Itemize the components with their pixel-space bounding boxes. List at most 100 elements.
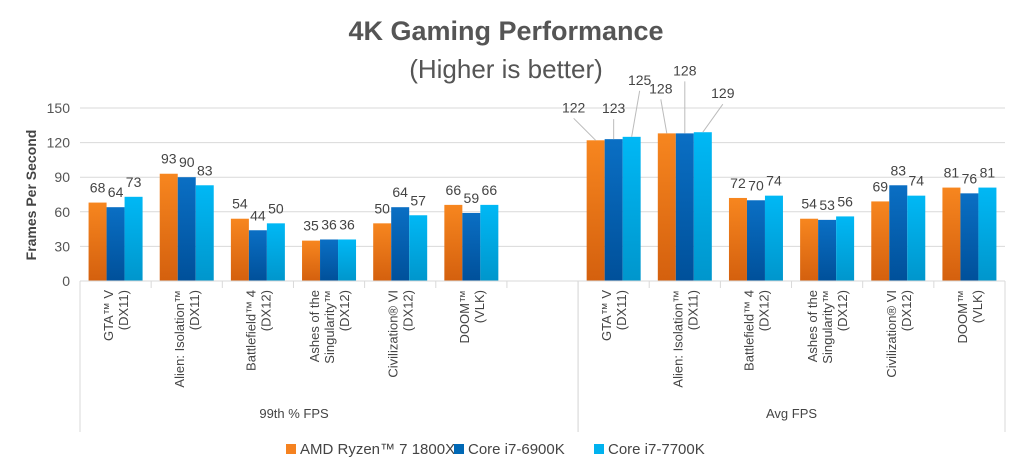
data-label: 50 xyxy=(268,200,284,216)
data-label: 53 xyxy=(819,197,835,213)
legend-label: Core i7-7700K xyxy=(608,441,705,458)
x-tick-label: (DX11) xyxy=(685,290,700,330)
x-tick-label: Alien: Isolation™ xyxy=(172,290,187,388)
bar xyxy=(391,207,410,281)
data-label: 35 xyxy=(303,218,319,234)
bar xyxy=(462,212,481,281)
bar xyxy=(907,195,926,281)
x-tick-label: Ashes of the xyxy=(805,290,820,362)
data-label: 36 xyxy=(339,216,355,232)
data-label: 123 xyxy=(602,100,626,116)
x-tick-label: (DX12) xyxy=(258,290,273,331)
bar xyxy=(693,132,712,281)
data-label: 36 xyxy=(321,216,337,232)
data-label: 128 xyxy=(673,62,697,78)
chart-subtitle: (Higher is better) xyxy=(409,54,603,84)
y-tick-label: 30 xyxy=(54,238,70,254)
bar xyxy=(942,187,961,281)
x-tick-label: Civilization® VI xyxy=(884,290,899,378)
x-tick-label: (DX12) xyxy=(337,290,352,331)
y-tick-label: 120 xyxy=(47,135,71,151)
x-tick-label: DOOM™ xyxy=(955,290,970,343)
x-tick-label: Battlefield™ 4 xyxy=(741,290,756,371)
group-label: Avg FPS xyxy=(766,406,817,421)
y-tick-label: 150 xyxy=(47,100,71,116)
data-label: 90 xyxy=(179,154,195,170)
leader-line xyxy=(573,117,597,141)
data-label: 54 xyxy=(232,196,248,212)
bar xyxy=(320,239,339,281)
bar xyxy=(622,136,641,281)
x-tick-label: Civilization® VI xyxy=(386,290,401,378)
x-tick-label: GTA™ V xyxy=(599,290,614,341)
bar xyxy=(960,193,979,281)
x-tick-label: (DX12) xyxy=(401,290,416,331)
leader-line xyxy=(702,103,724,133)
bar xyxy=(230,218,249,281)
bar xyxy=(177,177,196,281)
bar xyxy=(746,200,765,281)
y-tick-label: 0 xyxy=(62,273,70,289)
bar xyxy=(248,230,267,281)
data-label: 93 xyxy=(161,151,177,167)
bar xyxy=(106,207,125,281)
data-label: 74 xyxy=(766,173,782,189)
x-tick-label: Singularity™ xyxy=(322,290,337,364)
bar xyxy=(586,140,605,281)
bar xyxy=(159,173,178,281)
bar xyxy=(195,185,214,281)
bar xyxy=(836,216,855,281)
x-tick-label: GTA™ V xyxy=(101,290,116,341)
bar xyxy=(409,215,428,281)
bar xyxy=(978,187,997,281)
x-tick-label: DOOM™ xyxy=(457,290,472,343)
data-label: 128 xyxy=(649,80,673,96)
x-tick-label: Ashes of the xyxy=(307,290,322,362)
x-tick-label: Battlefield™ 4 xyxy=(243,290,258,371)
bar xyxy=(88,202,107,281)
data-label: 66 xyxy=(446,182,462,198)
bar xyxy=(657,133,676,281)
data-label: 81 xyxy=(980,165,996,181)
data-label: 64 xyxy=(392,184,408,200)
bar xyxy=(764,195,783,281)
data-label: 83 xyxy=(197,162,213,178)
data-label: 74 xyxy=(908,173,924,189)
x-tick-label: (DX12) xyxy=(835,290,850,331)
bar xyxy=(818,219,837,281)
chart-title: 4K Gaming Performance xyxy=(348,16,663,46)
group-label: 99th % FPS xyxy=(259,406,329,421)
data-label: 125 xyxy=(628,72,652,88)
bar xyxy=(889,185,908,281)
legend-label: AMD Ryzen™ 7 1800X xyxy=(300,441,455,458)
legend-label: Core i7-6900K xyxy=(468,441,565,458)
data-label: 129 xyxy=(711,85,735,101)
bar xyxy=(871,201,890,281)
x-tick-label: (DX12) xyxy=(899,290,914,331)
x-tick-label: (VLK) xyxy=(472,290,487,323)
bar xyxy=(266,223,285,281)
bar xyxy=(302,240,321,281)
data-label: 83 xyxy=(890,162,906,178)
data-label: 59 xyxy=(464,190,480,206)
data-label: 50 xyxy=(374,200,390,216)
data-label: 54 xyxy=(801,196,817,212)
x-tick-label: (DX11) xyxy=(116,290,131,330)
x-tick-label: (VLK) xyxy=(970,290,985,323)
data-label: 122 xyxy=(562,99,586,115)
bar xyxy=(480,204,499,281)
data-label: 76 xyxy=(962,170,978,186)
data-label: 56 xyxy=(837,193,853,209)
y-tick-label: 90 xyxy=(54,169,70,185)
bar xyxy=(728,197,747,281)
bar xyxy=(800,218,819,281)
data-label: 70 xyxy=(748,177,764,193)
x-tick-label: (DX12) xyxy=(756,290,771,331)
leader-line xyxy=(660,99,668,134)
data-label: 64 xyxy=(108,184,124,200)
bar xyxy=(338,239,357,281)
data-label: 81 xyxy=(944,165,960,181)
x-tick-label: Singularity™ xyxy=(820,290,835,364)
